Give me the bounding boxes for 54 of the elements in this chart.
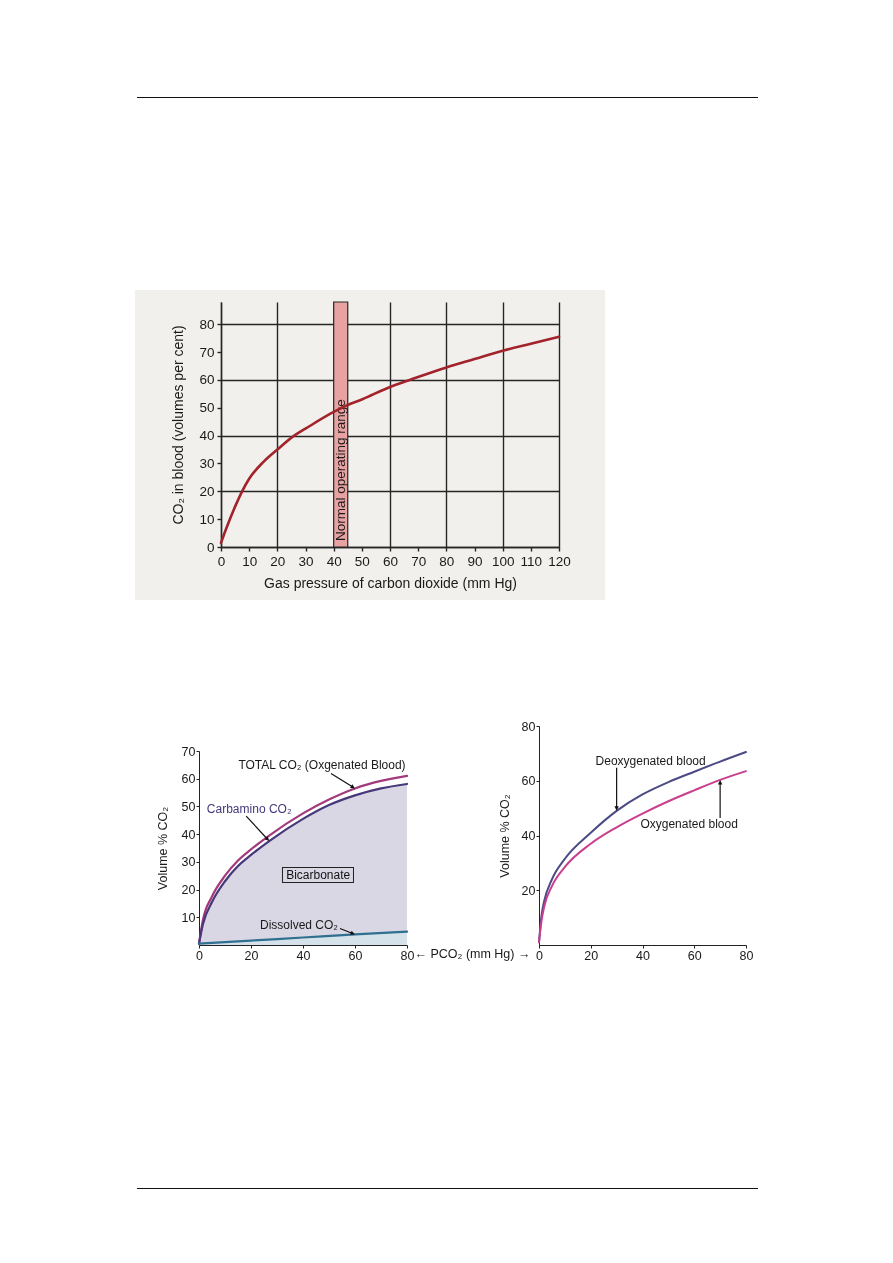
- series-label: Carbamino CO₂: [206, 802, 292, 817]
- y-tick-label: 40: [181, 827, 196, 842]
- x-tick-label: 50: [354, 553, 370, 569]
- y-tick-label: 70: [181, 744, 196, 759]
- y-tick-label: 50: [199, 400, 215, 416]
- x-tick-label: 80: [400, 948, 415, 963]
- x-tick-label: 60: [382, 553, 399, 569]
- y-tick-label: 30: [199, 455, 215, 471]
- y-tick-label: 60: [521, 774, 536, 789]
- x-tick-label: 120: [548, 553, 571, 569]
- y-tick-label: 30: [181, 855, 196, 870]
- x-tick-label: 20: [270, 553, 286, 569]
- y-tick-label: 20: [181, 883, 196, 898]
- x-tick-label: 80: [739, 948, 754, 963]
- y-tick-label: 80: [199, 316, 215, 332]
- y-tick-label: 70: [199, 344, 215, 360]
- x-axis-title: ← PCO₂ (mm Hg) →: [414, 946, 531, 961]
- x-tick-label: 110: [520, 553, 543, 569]
- y-axis-title: Volume % CO₂: [497, 794, 512, 878]
- x-tick-label: 20: [584, 948, 599, 963]
- y-tick-label: 80: [521, 719, 536, 734]
- x-tick-label: 40: [326, 553, 342, 569]
- x-tick-label: 100: [491, 553, 515, 569]
- x-axis-title: Gas pressure of carbon dioxide (mm Hg): [264, 575, 517, 591]
- x-tick-label: 10: [242, 553, 258, 569]
- x-tick-label: 40: [636, 948, 650, 963]
- series-label: TOTAL CO₂ (Oxgenated Blood): [238, 758, 406, 773]
- y-tick-label: 20: [521, 883, 536, 898]
- y-tick-label: 10: [181, 910, 196, 925]
- y-tick-label: 0: [206, 539, 215, 555]
- y-tick-label: 40: [199, 428, 215, 444]
- y-tick-label: 10: [199, 511, 215, 527]
- x-tick-label: 80: [439, 553, 455, 569]
- band-label: Normal operating range: [332, 399, 348, 541]
- y-tick-label: 20: [199, 483, 215, 499]
- x-tick-label: 60: [348, 948, 363, 963]
- x-tick-label: 90: [467, 553, 483, 569]
- x-tick-label: 30: [298, 553, 314, 569]
- series-label: Oxygenated blood: [640, 816, 738, 831]
- x-tick-label: 0: [217, 553, 226, 569]
- y-tick-label: 60: [199, 372, 215, 388]
- series-label: Deoxygenated blood: [595, 753, 706, 768]
- y-tick-label: 50: [181, 799, 196, 814]
- x-tick-label: 20: [244, 948, 259, 963]
- series-label: Dissolved CO₂: [259, 918, 339, 933]
- y-axis-title: Volume % CO₂: [155, 806, 170, 891]
- x-tick-label: 40: [296, 948, 311, 963]
- y-axis-title: CO₂ in blood (volumes per cent): [170, 325, 187, 525]
- x-tick-label: 60: [687, 948, 702, 963]
- line-series: [219, 335, 561, 545]
- y-tick-label: 60: [181, 772, 196, 787]
- annotation: Bicarbonate: [282, 866, 355, 883]
- x-tick-label: 70: [411, 553, 427, 569]
- y-tick-label: 40: [521, 829, 536, 843]
